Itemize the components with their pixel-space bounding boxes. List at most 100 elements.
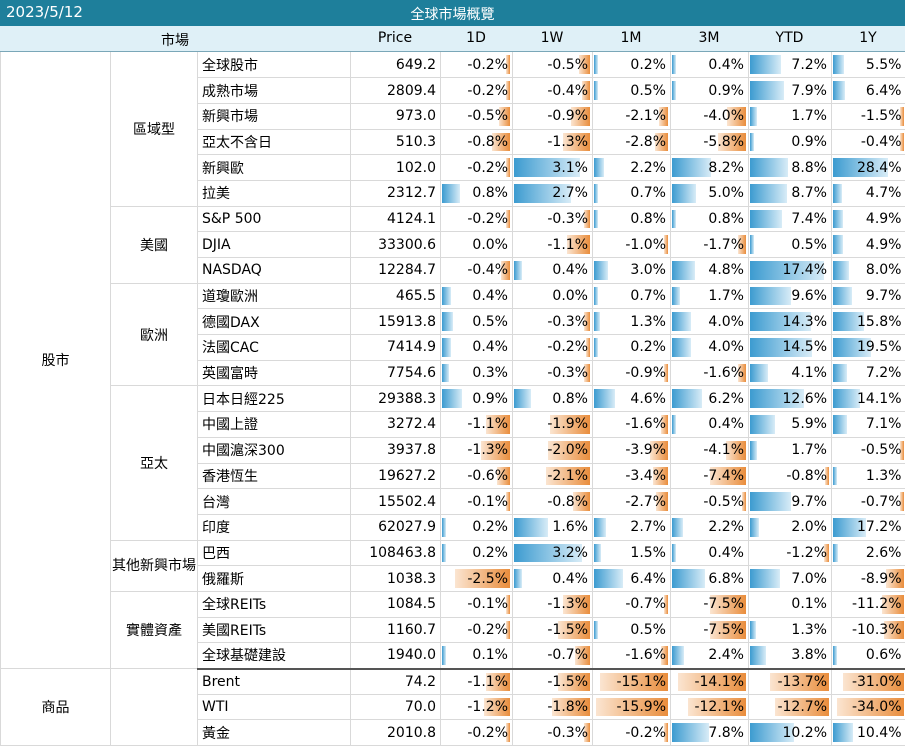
value-cell: -0.7%: [593, 591, 671, 617]
value-text: 0.0%: [472, 237, 508, 253]
header-1w: 1W: [512, 30, 592, 46]
value-cell: 0.7%: [593, 180, 671, 206]
value-text: 0.3%: [472, 365, 508, 381]
row-name: 英國富時: [198, 360, 351, 386]
value-cell: 17.4%: [749, 258, 832, 284]
value-cell: -0.8%: [513, 489, 593, 515]
positive-bar: [442, 287, 451, 306]
row-name: 巴西: [198, 540, 351, 566]
value-cell: -1.6%: [593, 412, 671, 438]
positive-bar: [833, 467, 837, 486]
positive-bar: [672, 415, 676, 434]
value-text: 5.9%: [791, 416, 827, 432]
value-text: -2.7%: [625, 494, 666, 510]
row-name: 新興市場: [198, 103, 351, 129]
value-cell: 4.9%: [832, 206, 905, 232]
value-cell: 1.7%: [749, 437, 832, 463]
positive-bar: [750, 569, 780, 588]
value-cell: 4.0%: [671, 309, 749, 335]
positive-bar: [833, 646, 837, 664]
row-price: 2312.7: [351, 180, 441, 206]
value-cell: -8.9%: [832, 566, 905, 592]
value-text: -2.0%: [547, 442, 588, 458]
value-text: -0.7%: [547, 647, 588, 663]
positive-bar: [672, 287, 680, 306]
value-cell: 4.9%: [832, 232, 905, 258]
value-cell: 0.4%: [441, 335, 513, 361]
row-name: DJIA: [198, 232, 351, 258]
value-text: 3.2%: [552, 545, 588, 561]
value-cell: 0.9%: [441, 386, 513, 412]
value-text: -1.3%: [547, 134, 588, 150]
value-text: -0.8%: [786, 468, 827, 484]
row-name: 中國上證: [198, 412, 351, 438]
value-cell: -0.2%: [441, 78, 513, 104]
value-cell: -0.3%: [513, 206, 593, 232]
value-cell: -3.9%: [593, 437, 671, 463]
value-text: 0.4%: [552, 262, 588, 278]
value-cell: -7.4%: [671, 463, 749, 489]
value-text: -1.0%: [625, 237, 666, 253]
value-cell: 0.9%: [749, 129, 832, 155]
value-text: 1.3%: [866, 468, 902, 484]
value-cell: 6.4%: [832, 78, 905, 104]
row-name: 拉美: [198, 180, 351, 206]
value-text: 0.4%: [552, 571, 588, 587]
row-name: 新興歐: [198, 155, 351, 181]
value-cell: -34.0%: [832, 694, 905, 720]
value-text: 10.4%: [857, 725, 901, 741]
header-1m: 1M: [592, 30, 670, 46]
value-cell: -4.1%: [671, 437, 749, 463]
value-text: 19.5%: [857, 339, 901, 355]
positive-bar: [833, 210, 843, 229]
row-name: 全球基礎建設: [198, 643, 351, 669]
value-text: 3.1%: [552, 160, 588, 176]
row-name: 法國CAC: [198, 335, 351, 361]
value-text: 0.4%: [708, 416, 744, 432]
value-text: 0.4%: [472, 288, 508, 304]
title-bar: 2023/5/12 全球市場概覽: [0, 0, 905, 26]
value-text: 5.5%: [866, 57, 902, 73]
value-cell: 9.7%: [832, 283, 905, 309]
positive-bar: [750, 621, 756, 640]
value-text: -0.8%: [547, 494, 588, 510]
column-header-row: 市場 Price 1D 1W 1M 3M YTD 1Y: [0, 26, 905, 52]
value-cell: -5.8%: [671, 129, 749, 155]
value-text: 7.4%: [791, 211, 827, 227]
value-cell: -2.0%: [513, 437, 593, 463]
positive-bar: [833, 81, 845, 100]
value-text: -31.0%: [852, 674, 902, 690]
positive-bar: [672, 210, 676, 229]
positive-bar: [750, 415, 775, 434]
value-cell: 10.2%: [749, 720, 832, 746]
row-price: 102.0: [351, 155, 441, 181]
row-name: 成熟市場: [198, 78, 351, 104]
value-cell: 2.7%: [593, 514, 671, 540]
value-text: -1.1%: [547, 237, 588, 253]
value-cell: 7.1%: [832, 412, 905, 438]
value-cell: 4.8%: [671, 258, 749, 284]
value-text: 14.5%: [783, 339, 827, 355]
value-text: 4.7%: [866, 185, 902, 201]
value-text: 2.4%: [708, 647, 744, 663]
row-name: 日本日經225: [198, 386, 351, 412]
value-cell: 7.4%: [749, 206, 832, 232]
value-cell: -10.3%: [832, 617, 905, 643]
value-cell: -0.3%: [513, 309, 593, 335]
value-cell: -1.5%: [513, 669, 593, 695]
row-price: 33300.6: [351, 232, 441, 258]
value-cell: -1.2%: [441, 694, 513, 720]
positive-bar: [594, 184, 598, 203]
value-text: -12.7%: [777, 699, 827, 715]
value-cell: 1.7%: [671, 283, 749, 309]
value-cell: -1.6%: [671, 360, 749, 386]
positive-bar: [750, 55, 781, 74]
value-text: 0.5%: [630, 83, 666, 99]
positive-bar: [514, 389, 531, 408]
positive-bar: [442, 646, 446, 664]
value-cell: -0.5%: [832, 437, 905, 463]
